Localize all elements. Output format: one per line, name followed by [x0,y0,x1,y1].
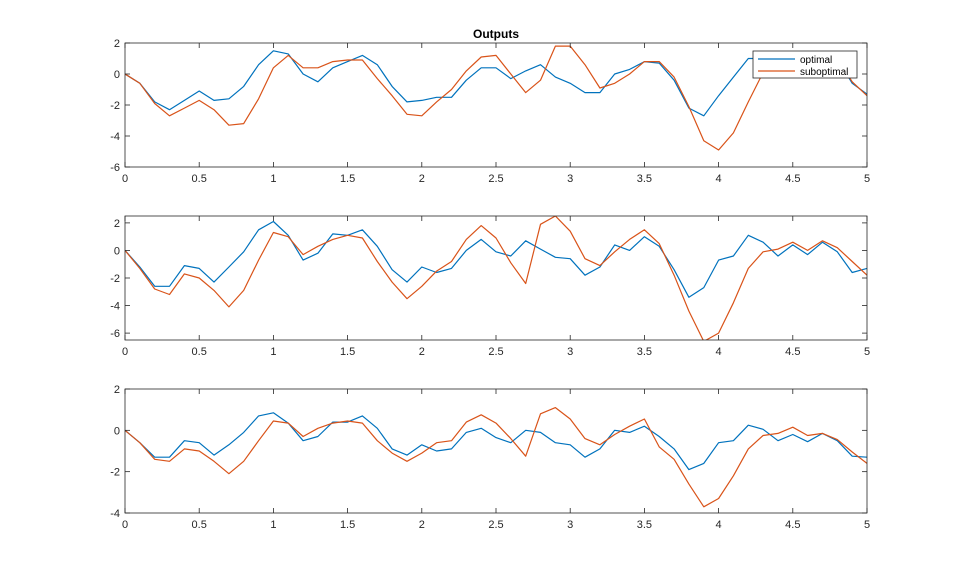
x-tick-label: 4 [716,173,722,185]
y-tick-label: 2 [114,38,120,50]
x-tick-label: 1 [270,173,276,185]
x-tick-label: 0 [122,173,128,185]
y-tick-label: -4 [110,131,120,143]
series-line-suboptimal [125,216,867,340]
legend-label-suboptimal: suboptimal [800,67,848,78]
y-tick-label: -2 [110,467,120,479]
series-line-optimal [125,412,867,471]
x-tick-label: 3.5 [637,519,652,531]
y-tick-label: -2 [110,273,120,285]
x-tick-label: 1.5 [340,519,355,531]
figure-title: Outputs [473,27,519,41]
x-tick-label: 2 [419,519,425,531]
y-tick-label: -4 [110,301,120,313]
x-tick-label: 3 [567,173,573,185]
x-tick-label: 2 [419,173,425,185]
y-tick-label: -4 [110,508,120,520]
x-tick-label: 0.5 [192,346,207,358]
series-line-suboptimal [125,407,867,508]
x-tick-label: 3 [567,346,573,358]
axes-3: 0 0.5 1 1.5 2 2.5 3 3.5 4 4.5 5 -4 -2 0 2 [110,384,870,531]
x-tick-label: 4 [716,519,722,531]
x-tick-label: 1 [270,519,276,531]
x-tick-label: 4.5 [785,346,800,358]
legend-label-optimal: optimal [800,55,832,66]
x-tick-label: 5 [864,346,870,358]
x-tick-label: 2.5 [488,519,503,531]
x-tick-label: 4.5 [785,519,800,531]
x-tick-label: 0 [122,346,128,358]
x-tick-label: 5 [864,173,870,185]
x-tick-label: 0.5 [192,173,207,185]
plot-area [125,389,867,513]
x-tick-label: 4 [716,346,722,358]
series-line-optimal [125,50,867,117]
plot-area [125,216,867,340]
y-tick-label: -6 [110,162,120,174]
x-tick-label: 0 [122,519,128,531]
y-tick-label: 0 [114,69,120,81]
x-tick-label: 4.5 [785,173,800,185]
y-tick-label: 0 [114,245,120,257]
axes-2: 0 0.5 1 1.5 2 2.5 3 3.5 4 4.5 5 -6 -4 -2 0 2 [110,215,870,358]
y-tick-label: 0 [114,425,120,437]
legend-box [752,50,858,79]
x-tick-label: 3 [567,519,573,531]
x-tick-label: 0.5 [192,519,207,531]
y-tick-label: -2 [110,100,120,112]
x-tick-label: 2 [419,346,425,358]
axes-1: 0 0.5 1 1.5 2 2.5 3 3.5 4 4.5 5 -6 -4 -2 0 2 optimalsubo… [110,38,870,185]
series-line-suboptimal [125,45,867,151]
x-tick-label: 3.5 [637,173,652,185]
y-tick-label: 2 [114,218,120,230]
x-tick-label: 1.5 [340,173,355,185]
x-tick-label: 3.5 [637,346,652,358]
x-tick-label: 2.5 [488,173,503,185]
x-tick-label: 5 [864,519,870,531]
x-tick-label: 2.5 [488,346,503,358]
x-tick-label: 1.5 [340,346,355,358]
y-tick-label: -6 [110,328,120,340]
y-tick-label: 2 [114,384,120,396]
x-tick-label: 1 [270,346,276,358]
plot-area [125,43,867,167]
series-line-optimal [125,220,867,298]
